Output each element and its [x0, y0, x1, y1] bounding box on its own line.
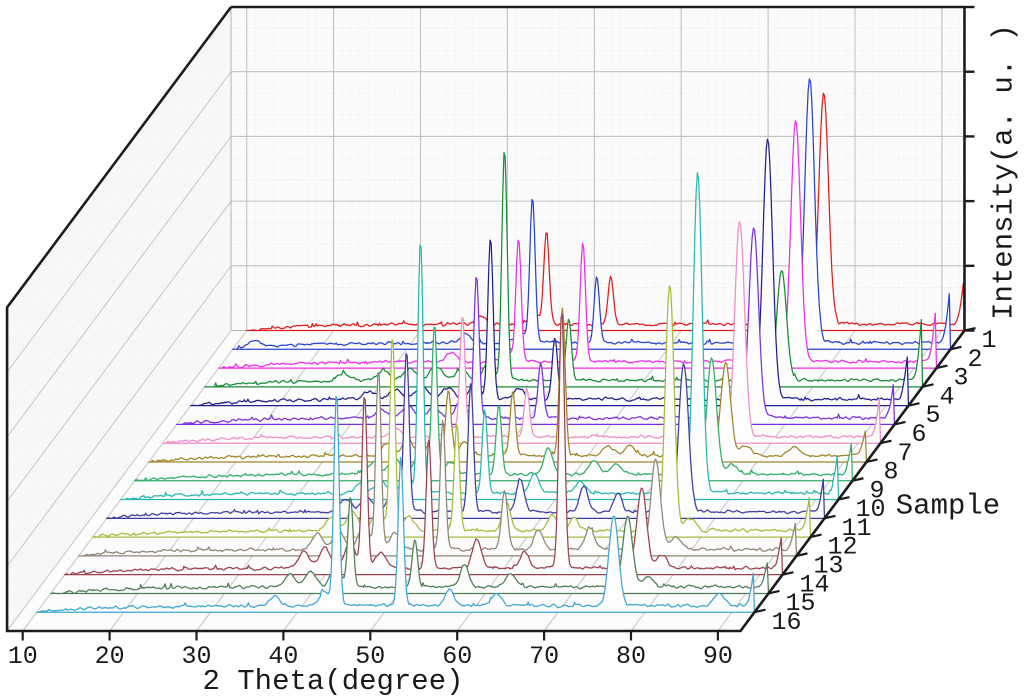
- x-tick-label: 30: [181, 642, 211, 671]
- trace-sample-1: [246, 92, 966, 332]
- trace-sample-3: [218, 120, 938, 369]
- sample-tick: [894, 420, 906, 426]
- x-tick-label: 60: [442, 642, 472, 671]
- trace-sample-12: [92, 285, 812, 538]
- depth-axis-title: Sample: [896, 490, 1000, 523]
- trace-sample-8: [148, 307, 868, 463]
- x-axis-ticks: 10 20 30 40 50 60 70 80 90: [8, 631, 733, 671]
- sample-tick-label: 16: [771, 608, 801, 637]
- back-wall-major-hgrid: [231, 71, 965, 267]
- traces: [36, 78, 966, 613]
- sample-tick-label: 12: [827, 533, 857, 562]
- trace-sample-6: [176, 227, 896, 426]
- sample-tick-label: 8: [883, 458, 898, 487]
- sample-tick: [810, 533, 822, 539]
- trace-sample-15: [50, 497, 770, 595]
- sample-tick: [796, 552, 808, 557]
- sample-tick: [824, 514, 836, 520]
- sample-tick: [754, 608, 766, 614]
- trace-sample-16: [36, 395, 756, 613]
- trace-sample-13: [78, 371, 798, 557]
- x-tick-label: 50: [355, 642, 385, 671]
- sample-tick-label: 13: [813, 551, 843, 580]
- y-axis-title: Intensity(a. u. ): [988, 24, 1021, 320]
- sample-tick: [866, 458, 878, 464]
- box-edges: [5, 5, 966, 633]
- x-axis-title: 2 Theta(degree): [202, 665, 463, 698]
- sample-tick-label: 7: [897, 439, 912, 468]
- sample-tick-label: 9: [869, 476, 884, 505]
- sample-tick: [880, 439, 892, 445]
- sample-tick-label: 15: [785, 589, 815, 618]
- sample-tick-label: 14: [799, 570, 829, 599]
- trace-sample-7: [162, 221, 882, 444]
- trace-sample-5: [190, 138, 910, 407]
- sample-tick: [950, 345, 962, 351]
- intensity-axis-ticks: [964, 5, 975, 332]
- x-tick-label: 80: [616, 642, 646, 671]
- sample-tick: [838, 495, 850, 501]
- sample-tick: [922, 383, 934, 388]
- axes-frame: [5, 5, 966, 633]
- sample-tick: [852, 477, 864, 482]
- x-tick-label: 70: [529, 642, 559, 671]
- sample-tick-label: 11: [841, 514, 871, 543]
- sample-tick-label: 10: [855, 495, 885, 524]
- sample-tick-label: 2: [967, 345, 982, 374]
- sample-tick: [782, 571, 794, 576]
- x-tick-label: 90: [703, 642, 733, 671]
- x-tick-label: 40: [268, 642, 298, 671]
- sample-tick: [936, 364, 948, 370]
- sample-tick-label: 4: [939, 382, 954, 411]
- sample-tick: [768, 589, 780, 595]
- axis-titles: 2 Theta(degree) Sample Intensity(a. u. ): [202, 24, 1020, 698]
- sample-tick: [964, 326, 976, 332]
- sample-tick-label: 6: [911, 420, 926, 449]
- trace-sample-10: [120, 172, 840, 501]
- x-tick-label: 20: [95, 642, 125, 671]
- left-wall-major-grid: [6, 6, 232, 632]
- trace-sample-2: [232, 78, 952, 350]
- trace-sample-11: [106, 353, 826, 519]
- x-tick-label: 10: [8, 642, 38, 671]
- sample-tick-label: 5: [925, 401, 940, 430]
- sample-tick: [908, 402, 920, 407]
- sample-tick-label: 3: [953, 364, 968, 393]
- sample-tick-label: 1: [981, 326, 996, 355]
- trace-sample-14: [64, 313, 784, 576]
- trace-sample-9: [134, 326, 854, 482]
